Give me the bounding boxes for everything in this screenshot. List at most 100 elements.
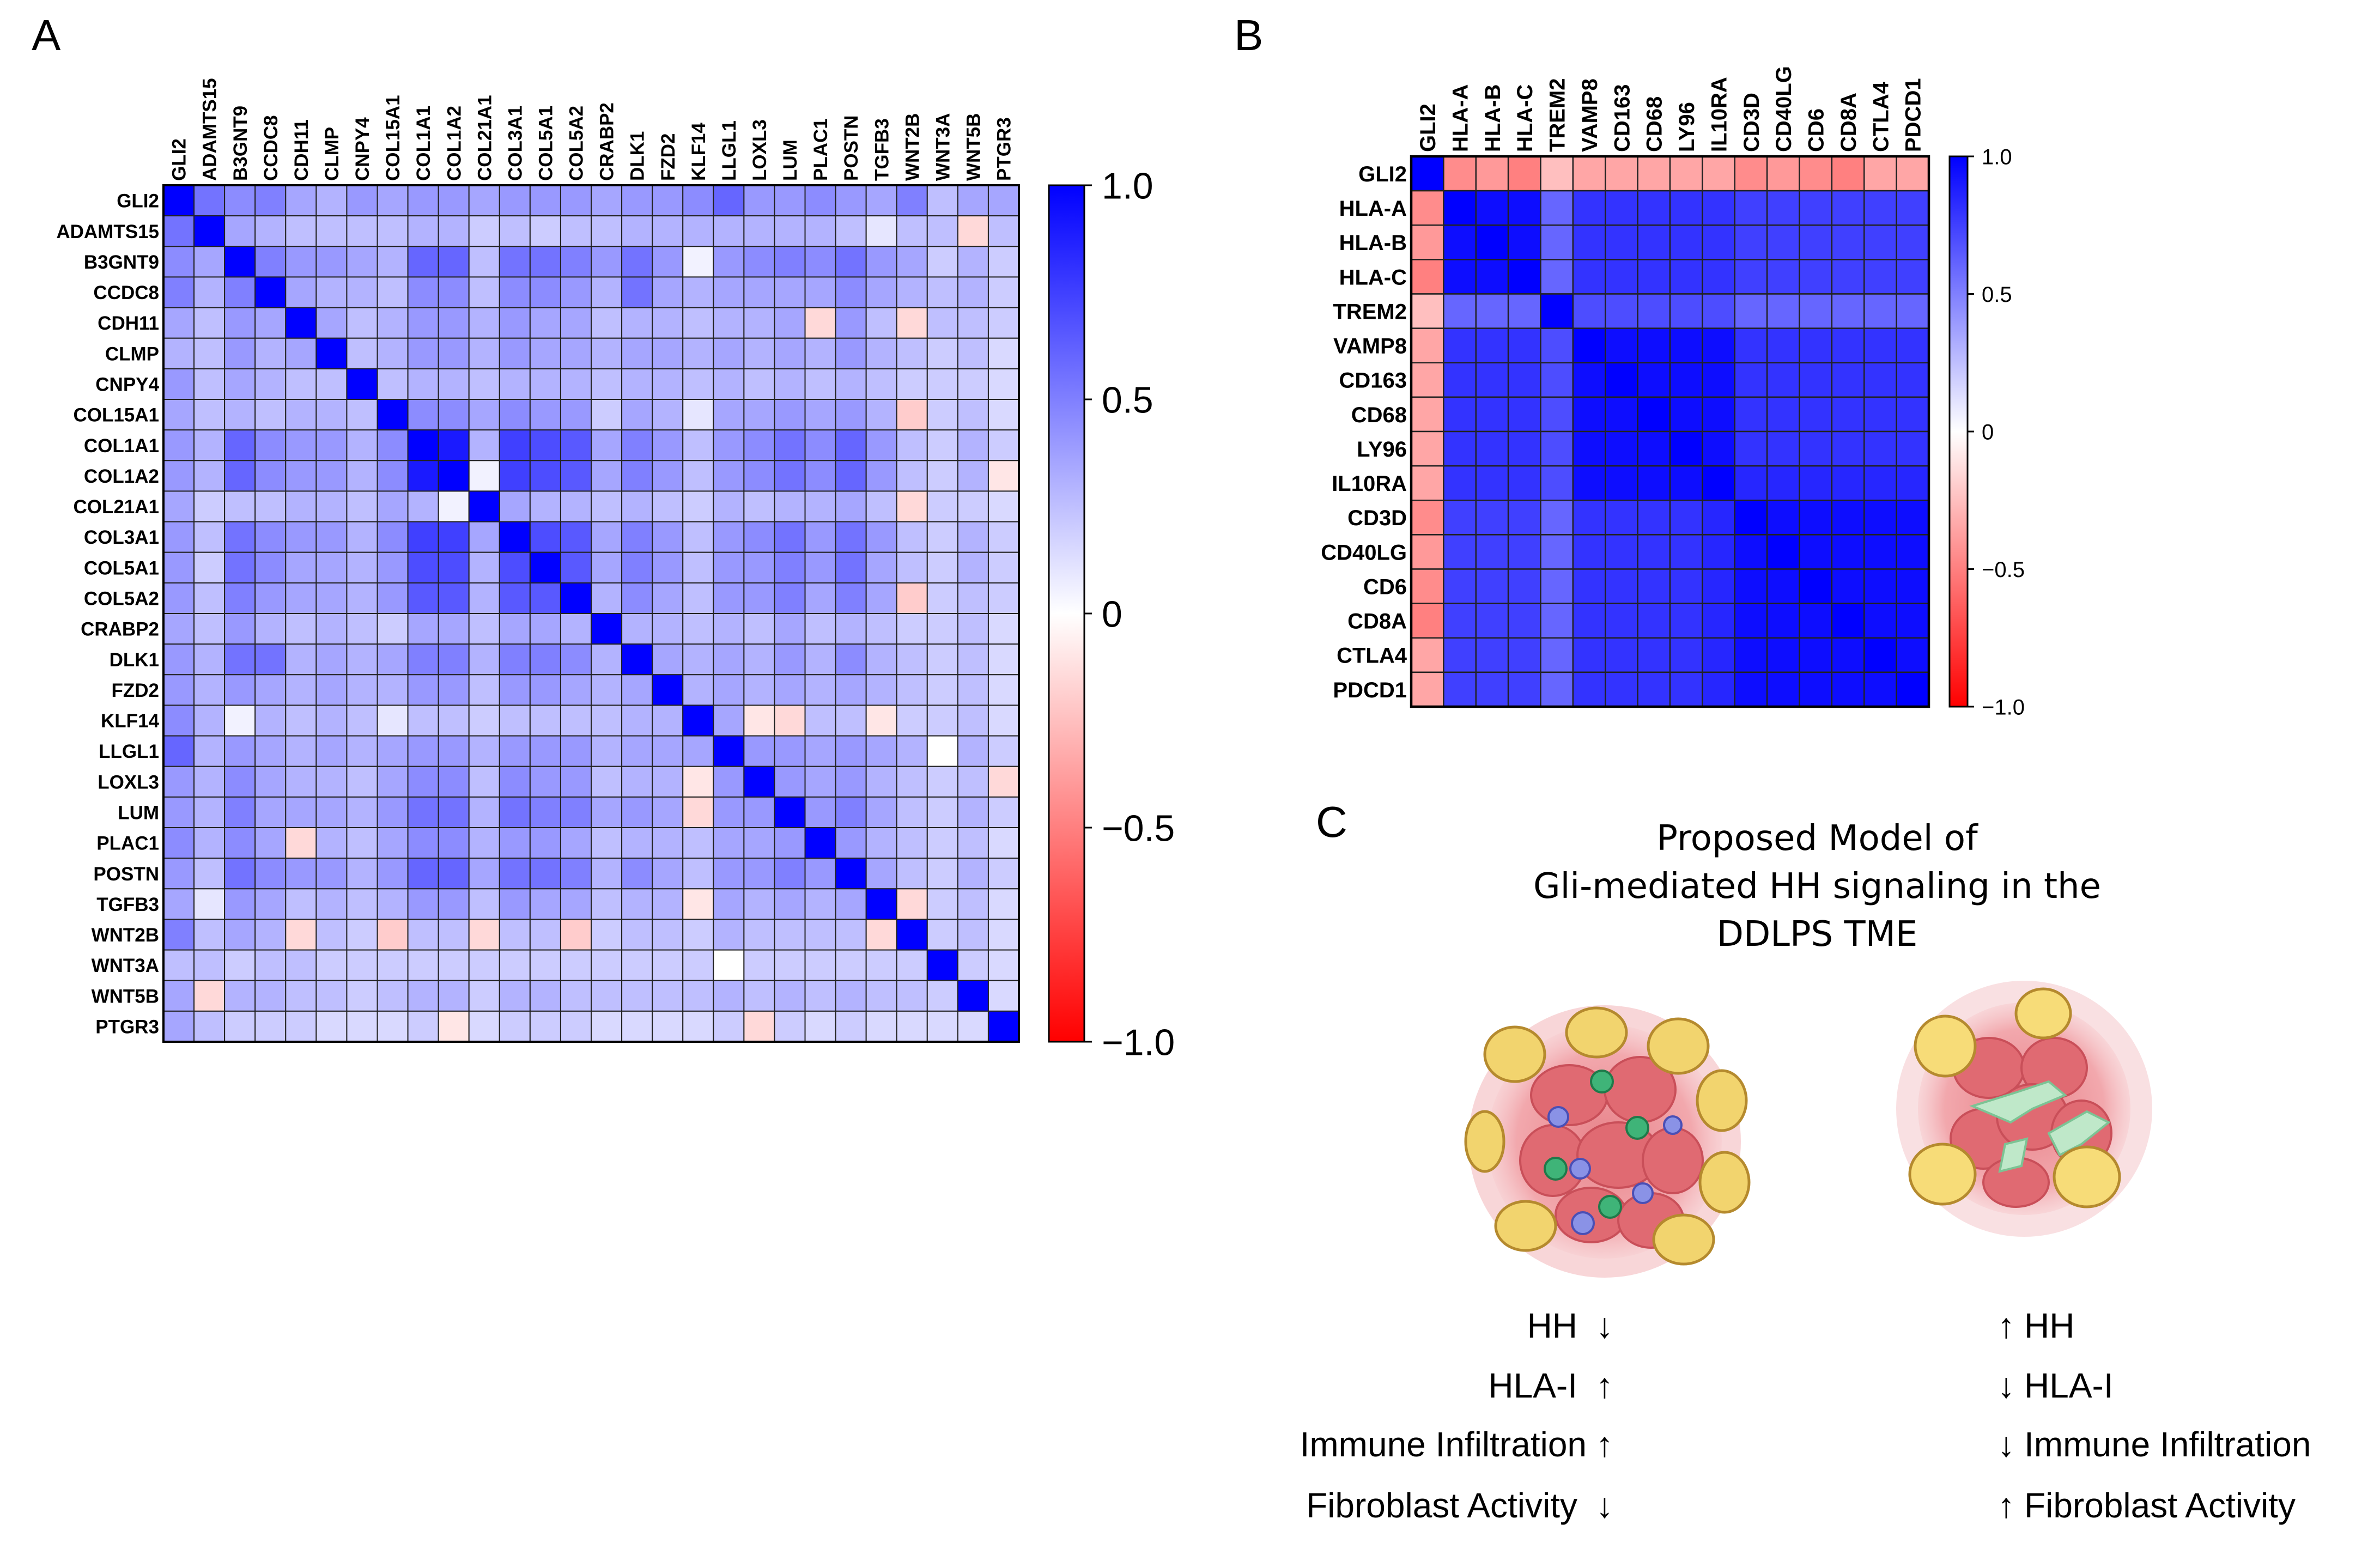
heatmap-cell [407,1010,439,1043]
heatmap-cell [1831,224,1865,260]
heatmap-cell [743,399,775,431]
heatmap-cell [254,399,287,431]
heatmap-cell [1475,327,1509,363]
heatmap-cell [774,949,806,981]
heatmap-cell [193,613,226,645]
heatmap-cell [560,980,592,1012]
heatmap-cell [743,980,775,1012]
heatmap-cell [1896,155,1930,192]
heatmap-cell [499,246,531,278]
heatmap-cell [896,766,928,798]
colorbar-b: 1.0 0.5 0 −0.5 −1.0 [1948,145,2025,719]
heatmap-cell [896,185,928,217]
heatmap-cell [713,674,745,706]
heatmap-cell [346,674,378,706]
heatmap-cell [377,246,409,278]
heatmap-cell [713,399,745,431]
heatmap-cell [1572,465,1606,501]
heatmap-cell [804,949,836,981]
heatmap-cell [1475,293,1509,329]
heatmap-cell [682,460,714,492]
heatmap-cell [926,643,958,676]
heatmap-cell [1702,671,1735,708]
heatmap-cell [438,460,470,492]
heatmap-cell [224,919,256,951]
row-label: POSTN [93,864,159,885]
heatmap-cell [713,735,745,767]
heatmap-cell [835,888,867,920]
colorbar-tick-label: 1.0 [1982,145,2012,169]
heatmap-cell [224,766,256,798]
heatmap-cell [652,460,684,492]
heatmap-cell [1637,568,1671,604]
heatmap-cell [987,521,1020,553]
heatmap-cell [865,827,897,859]
heatmap-cell [1669,362,1703,398]
heatmap-cell [987,551,1020,584]
heatmap-cell [774,674,806,706]
heatmap-cell [1669,293,1703,329]
column-label: POSTN [841,115,862,181]
heatmap-cell [193,337,226,369]
heatmap-cell [560,643,592,676]
heatmap-cell [865,460,897,492]
heatmap-cell [1702,327,1735,363]
heatmap-cell [1766,396,1800,433]
row-label: LOXL3 [98,772,159,793]
heatmap-cell [1799,327,1833,363]
colorbar-tick-label: 0.5 [1982,283,2012,307]
heatmap-cell [621,368,653,400]
heatmap-cell [560,704,592,737]
heatmap-cell [1637,327,1671,363]
heatmap-cell [163,307,195,339]
heatmap-cell [193,490,226,523]
right-arrow-hh-icon: ↑ [1997,1306,2015,1345]
heatmap-cell [743,521,775,553]
heatmap-cell [591,827,623,859]
heatmap-cell [743,949,775,981]
heatmap-cell [377,1010,409,1043]
heatmap-cell [438,858,470,890]
heatmap-cell [529,796,561,829]
column-label: HLA-A [1448,84,1472,152]
heatmap-cell [438,276,470,308]
heatmap-cell [1669,465,1703,501]
heatmap-cell [865,521,897,553]
heatmap-cell [957,919,989,951]
heatmap-cell [346,185,378,217]
heatmap-cell [652,796,684,829]
row-label: LLGL1 [99,741,159,762]
heatmap-cell [987,582,1020,615]
heatmap-cell [621,582,653,615]
heatmap-cell [1831,362,1865,398]
heatmap-cell [621,1010,653,1043]
heatmap-cell [682,399,714,431]
heatmap-cell [163,337,195,369]
heatmap-cell [468,1010,500,1043]
heatmap-cell [529,551,561,584]
heatmap-cell [315,368,348,400]
heatmap-cell [957,490,989,523]
heatmap-cell [1863,603,1897,639]
tumor-immune-icon [1464,1005,1751,1278]
heatmap-cell [591,796,623,829]
heatmap-cell [652,919,684,951]
heatmap-cell [1572,568,1606,604]
heatmap-cell [987,337,1020,369]
row-label: TREM2 [1333,300,1407,324]
heatmap-cell [1896,500,1930,536]
heatmap-cell [1863,568,1897,604]
heatmap-cell [499,858,531,890]
heatmap-cell [560,888,592,920]
heatmap-cell [254,796,287,829]
heatmap-cell [254,919,287,951]
heatmap-cell [591,521,623,553]
heatmap-cell [835,704,867,737]
heatmap-cell [346,766,378,798]
heatmap-cell [529,858,561,890]
heatmap-cell [591,980,623,1012]
heatmap-cell [1475,362,1509,398]
heatmap-cell [743,643,775,676]
heatmap-cell [285,643,317,676]
heatmap-cell [621,246,653,278]
